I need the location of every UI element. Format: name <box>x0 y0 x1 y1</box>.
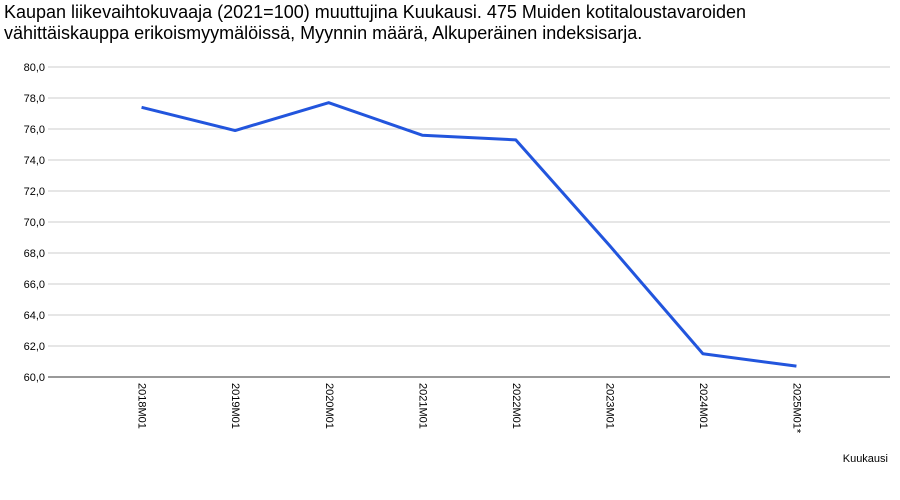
y-tick-label: 66,0 <box>24 279 45 291</box>
x-tick-label: 2023M01 <box>603 383 615 429</box>
x-tick-label: 2024M01 <box>697 383 709 429</box>
y-tick-label: 80,0 <box>24 62 45 74</box>
y-tick-label: 72,0 <box>24 186 45 198</box>
y-tick-label: 78,0 <box>24 93 45 105</box>
x-tick-label: 2021M01 <box>416 383 428 429</box>
y-tick-label: 70,0 <box>24 217 45 229</box>
y-tick-label: 62,0 <box>24 341 45 353</box>
x-tick-label: 2019M01 <box>229 383 241 429</box>
x-tick-label: 2025M01* <box>791 383 803 434</box>
y-tick-label: 76,0 <box>24 124 45 136</box>
y-tick-label: 60,0 <box>24 372 45 384</box>
y-tick-label: 68,0 <box>24 248 45 260</box>
data-line <box>141 101 797 368</box>
y-tick-label: 74,0 <box>24 155 45 167</box>
x-tick-label: 2020M01 <box>323 383 335 429</box>
chart-title: Kaupan liikevaihtokuvaaja (2021=100) muu… <box>4 2 746 43</box>
x-tick-label: 2022M01 <box>510 383 522 429</box>
x-axis-label: Kuukausi <box>843 453 888 465</box>
x-tick-label: 2018M01 <box>136 383 148 429</box>
y-tick-label: 64,0 <box>24 310 45 322</box>
